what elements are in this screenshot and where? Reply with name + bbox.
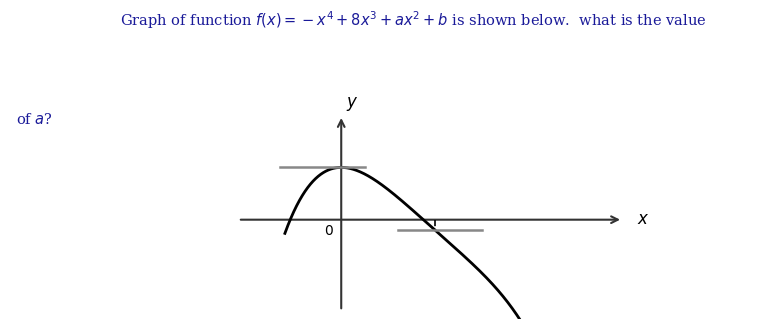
Text: $x$: $x$ bbox=[637, 211, 650, 228]
Text: of $a$?: of $a$? bbox=[16, 112, 52, 127]
Text: Graph of function $f(x) = -x^4+8x^3+ax^2+b$ is shown below.  what is the value: Graph of function $f(x) = -x^4+8x^3+ax^2… bbox=[120, 10, 707, 31]
Text: $y$: $y$ bbox=[346, 94, 358, 113]
Text: $0$: $0$ bbox=[324, 224, 334, 238]
